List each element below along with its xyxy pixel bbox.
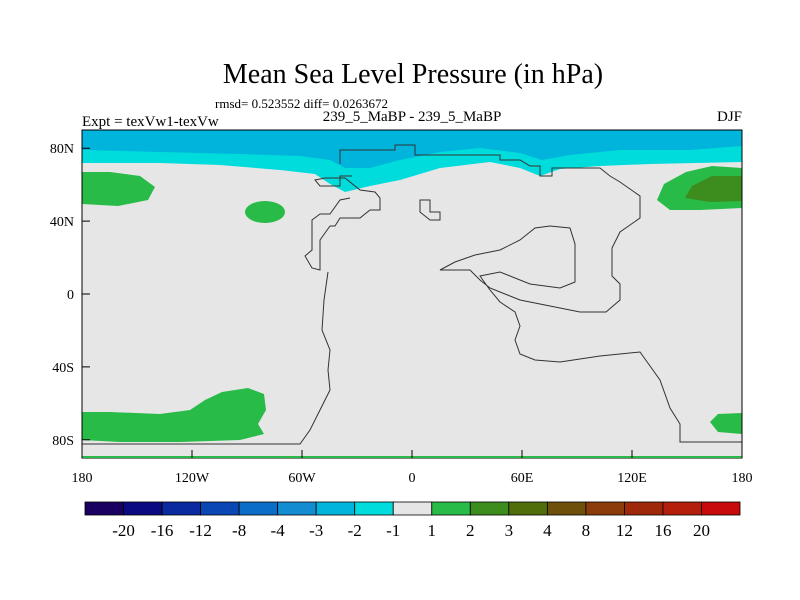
colorbar-label: -8 [232,521,246,540]
colorbar-box [469,501,510,516]
x-tick-label: 180 [72,471,93,486]
colorbar-box [546,501,587,516]
colorbar-box [84,501,124,516]
colorbar-box [238,501,279,516]
south-pacific-positive [82,388,266,442]
north-polar-core [82,130,742,168]
colorbar-label: -4 [271,521,286,540]
colorbar-box [392,501,433,516]
colorbar-box [315,501,356,516]
colorbar-label: 16 [654,521,671,540]
colorbar: -20 -16 -12 -8 -4 -3 -2 -1 1 2 3 4 8 12 16 20 [84,501,741,540]
x-tick-label: 120W [175,471,210,486]
left-label: Expt = texVw1-texVw [82,114,219,130]
colorbar-box [508,501,548,516]
mid-pacific-blob [245,201,285,223]
x-axis: 180 120W 60W 0 60E 120E 180 [72,450,753,486]
x-tick-label: 60E [511,471,534,486]
y-tick-label: 80N [50,142,74,157]
right-label: DJF [717,109,742,125]
y-tick-label: 80S [52,434,74,449]
colorbar-label: -1 [386,521,400,540]
colorbar-box [585,501,625,516]
colorbar-label: -2 [348,521,362,540]
neutral-background [82,130,742,458]
colorbar-box [354,501,394,516]
colorbar-box [662,501,702,516]
colorbar-box [624,501,664,516]
colorbar-box [200,501,240,516]
colorbar-label: 4 [543,521,552,540]
colorbar-box [277,501,317,516]
south-east-positive [710,413,742,434]
pressure-fields [82,130,742,445]
x-tick-label: 120E [617,471,647,486]
colorbar-box [431,501,471,516]
colorbar-label: -16 [151,521,174,540]
y-tick-label: 40N [50,215,74,230]
colorbar-label: 1 [428,521,437,540]
chart-title: Mean Sea Level Pressure (in hPa) [223,59,603,90]
x-tick-label: 180 [732,471,753,486]
x-tick-label: 0 [409,471,416,486]
colorbar-label: 20 [693,521,710,540]
y-tick-label: 40S [52,361,74,376]
colorbar-box [123,501,163,516]
colorbar-label: 8 [582,521,591,540]
colorbar-label: 12 [616,521,633,540]
center-label: 239_5_MaBP - 239_5_MaBP [323,109,502,125]
colorbar-label: -20 [112,521,135,540]
colorbar-label: -3 [309,521,323,540]
north-pacific-high-west [82,172,155,206]
colorbar-label: -12 [189,521,212,540]
north-pacific-core [685,176,742,202]
colorbar-box [161,501,201,516]
coastlines-americas [82,175,441,445]
colorbar-label: 3 [505,521,514,540]
colorbar-label: 2 [466,521,475,540]
x-tick-label: 60W [288,471,316,486]
plot-area [81,129,743,459]
stats-line: rmsd= 0.523552 diff= 0.0263672 [215,96,388,111]
y-axis: 80N 40N 0 40S 80S [50,142,90,449]
y-tick-label: 0 [67,288,74,303]
coastlines [339,144,742,443]
colorbar-box [701,501,741,516]
